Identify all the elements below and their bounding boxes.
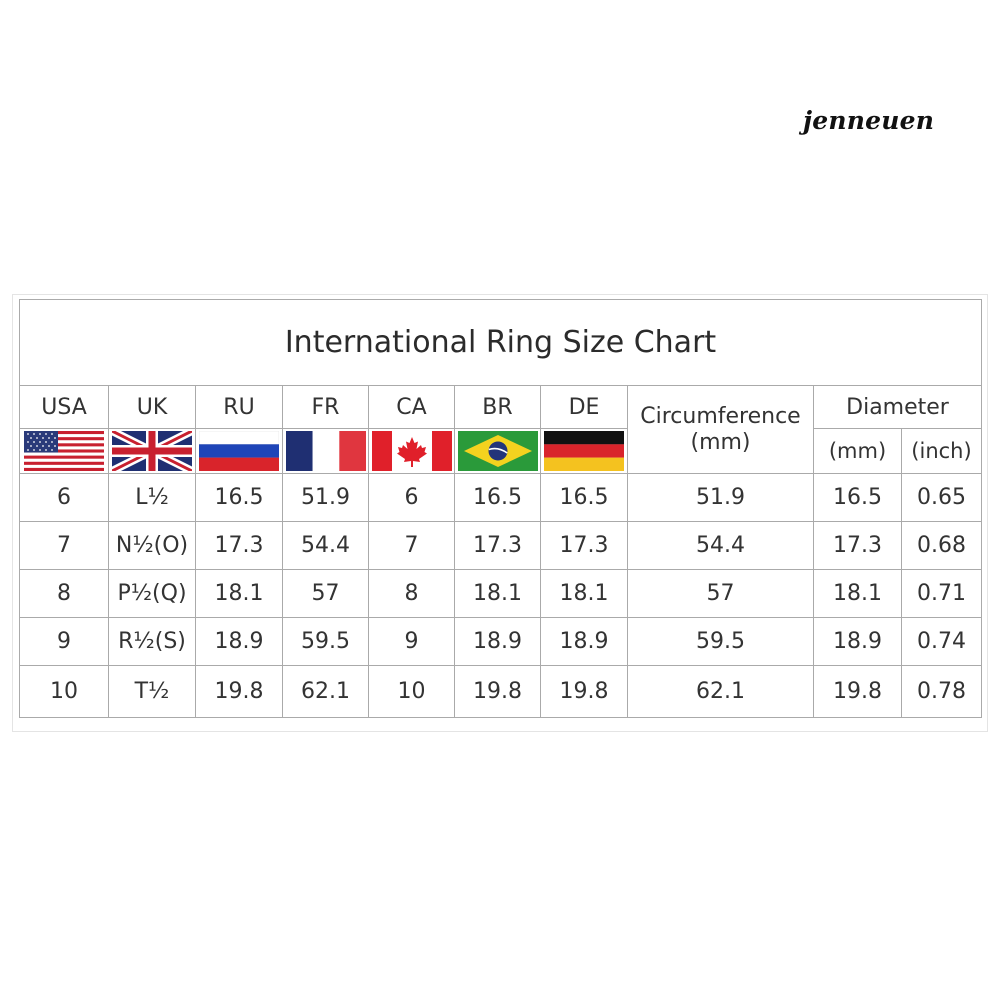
cell-circumference: 51.9 — [627, 473, 814, 522]
table-row: 9 R½(S) 18.9 59.5 9 18.9 18.9 59.5 18.9 … — [19, 617, 982, 666]
cell-uk: R½(S) — [108, 617, 196, 666]
cell-ca: 9 — [368, 617, 455, 666]
cell-uk: T½ — [108, 665, 196, 718]
ring-size-table: International Ring Size Chart USA UK RU … — [19, 299, 982, 718]
cell-br: 18.9 — [454, 617, 541, 666]
table-row: 8 P½(Q) 18.1 57 8 18.1 18.1 57 18.1 0.71 — [19, 569, 982, 618]
cell-diameter-mm: 16.5 — [813, 473, 902, 522]
flag-cell-de — [540, 428, 628, 474]
cell-diameter-mm: 18.9 — [813, 617, 902, 666]
cell-ru: 19.8 — [195, 665, 283, 718]
table-row: 7 N½(O) 17.3 54.4 7 17.3 17.3 54.4 17.3 … — [19, 521, 982, 570]
cell-fr: 59.5 — [282, 617, 369, 666]
cell-usa: 6 — [19, 473, 109, 522]
cell-ca: 10 — [368, 665, 455, 718]
cell-ru: 17.3 — [195, 521, 283, 570]
brand-watermark: jenneuen — [803, 106, 935, 135]
cell-br: 17.3 — [454, 521, 541, 570]
cell-br: 16.5 — [454, 473, 541, 522]
cell-diameter-inch: 0.71 — [901, 569, 982, 618]
cell-ru: 18.1 — [195, 569, 283, 618]
header-ru: RU — [195, 385, 283, 429]
cell-circumference: 54.4 — [627, 521, 814, 570]
cell-circumference: 59.5 — [627, 617, 814, 666]
chart-frame — [12, 294, 988, 732]
cell-circumference: 57 — [627, 569, 814, 618]
cell-diameter-inch: 0.65 — [901, 473, 982, 522]
cell-ca: 8 — [368, 569, 455, 618]
cell-de: 17.3 — [540, 521, 628, 570]
cell-diameter-mm: 17.3 — [813, 521, 902, 570]
germany-flag-icon — [544, 431, 624, 471]
flag-cell-uk — [108, 428, 196, 474]
cell-uk: P½(Q) — [108, 569, 196, 618]
flag-cell-br — [454, 428, 541, 474]
cell-br: 18.1 — [454, 569, 541, 618]
brazil-flag-icon — [457, 431, 538, 471]
chart-title: International Ring Size Chart — [19, 299, 982, 386]
cell-de: 18.1 — [540, 569, 628, 618]
cell-diameter-inch: 0.78 — [901, 665, 982, 718]
cell-de: 18.9 — [540, 617, 628, 666]
cell-uk: N½(O) — [108, 521, 196, 570]
cell-ru: 18.9 — [195, 617, 283, 666]
header-circumference-unit: (mm) — [690, 429, 751, 455]
cell-ca: 7 — [368, 521, 455, 570]
cell-diameter-inch: 0.68 — [901, 521, 982, 570]
cell-uk: L½ — [108, 473, 196, 522]
header-diameter: Diameter — [813, 385, 982, 429]
flag-cell-ru — [195, 428, 283, 474]
cell-de: 16.5 — [540, 473, 628, 522]
cell-de: 19.8 — [540, 665, 628, 718]
cell-fr: 62.1 — [282, 665, 369, 718]
cell-br: 19.8 — [454, 665, 541, 718]
header-de: DE — [540, 385, 628, 429]
cell-diameter-inch: 0.74 — [901, 617, 982, 666]
cell-diameter-mm: 19.8 — [813, 665, 902, 718]
table-row: 6 L½ 16.5 51.9 6 16.5 16.5 51.9 16.5 0.6… — [19, 473, 982, 522]
cell-usa: 10 — [19, 665, 109, 718]
header-fr: FR — [282, 385, 369, 429]
cell-fr: 54.4 — [282, 521, 369, 570]
cell-usa: 7 — [19, 521, 109, 570]
header-br: BR — [454, 385, 541, 429]
flag-cell-fr — [282, 428, 369, 474]
cell-diameter-mm: 18.1 — [813, 569, 902, 618]
france-flag-icon — [285, 431, 366, 471]
header-circumference: Circumference (mm) — [627, 385, 814, 474]
header-diameter-inch: (inch) — [901, 428, 982, 474]
cell-usa: 8 — [19, 569, 109, 618]
cell-circumference: 62.1 — [627, 665, 814, 718]
header-diameter-mm: (mm) — [813, 428, 902, 474]
header-ca: CA — [368, 385, 455, 429]
canada-flag-icon — [371, 431, 452, 471]
flag-cell-ca — [368, 428, 455, 474]
header-usa: USA — [19, 385, 109, 429]
header-circumference-label: Circumference — [640, 403, 801, 429]
header-uk: UK — [108, 385, 196, 429]
usa-flag-icon — [24, 431, 104, 471]
uk-flag-icon — [112, 431, 192, 471]
cell-fr: 51.9 — [282, 473, 369, 522]
table-row: 10 T½ 19.8 62.1 10 19.8 19.8 62.1 19.8 0… — [19, 665, 982, 718]
cell-ru: 16.5 — [195, 473, 283, 522]
cell-usa: 9 — [19, 617, 109, 666]
russia-flag-icon — [199, 431, 279, 471]
cell-ca: 6 — [368, 473, 455, 522]
flag-cell-usa — [19, 428, 109, 474]
cell-fr: 57 — [282, 569, 369, 618]
